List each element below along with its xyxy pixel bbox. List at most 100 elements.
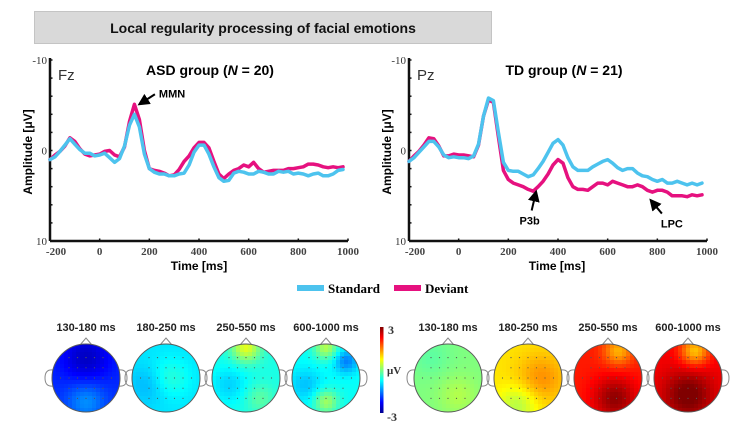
panel-title-asd: ASD group (N = 20): [146, 62, 274, 78]
topomap-title: 250-550 ms: [216, 322, 275, 334]
legend-item-standard: Standard: [297, 281, 381, 296]
electrode-dot: [590, 377, 592, 379]
electrode-dot: [68, 357, 70, 359]
electrode-dot: [678, 397, 681, 399]
electrode-dot: [173, 397, 176, 399]
electrode-label-pz: Pz: [417, 67, 435, 84]
x-tick-label: 200: [141, 246, 158, 258]
electrode-dot: [624, 377, 626, 379]
electrode-dot: [85, 397, 87, 399]
electrode-dot: [93, 387, 96, 389]
electrode-dot: [544, 377, 546, 379]
electrode-dot: [695, 357, 698, 359]
colorbar-min-label: -3: [387, 410, 397, 424]
electrode-dot: [316, 397, 319, 399]
y-axis-label: Amplitude [μV]: [21, 109, 35, 194]
electrode-dot: [342, 377, 344, 379]
electrode-dot: [236, 357, 239, 359]
topomap-td-4: 600-1000 ms: [646, 322, 730, 413]
nose-icon: [441, 337, 455, 346]
left-ear-icon: [284, 369, 294, 387]
electrode-dot: [695, 387, 698, 389]
y-tick-label: -10: [32, 55, 47, 67]
electrode-dot: [544, 367, 546, 369]
electrode-dot: [190, 377, 193, 379]
electrode-dot: [228, 367, 230, 369]
x-tick-label: 400: [550, 246, 567, 258]
figure-title-banner: Local regularity processing of facial em…: [34, 11, 492, 44]
x-tick-label: -200: [405, 246, 426, 258]
electrode-dot: [253, 367, 256, 369]
topomap-asd-2: 180-250 ms: [124, 322, 208, 413]
nose-icon: [319, 337, 333, 346]
electrode-dot: [581, 377, 584, 379]
electrode-dot: [430, 397, 432, 399]
electrode-dot: [518, 377, 521, 379]
y-tick-label: 0: [42, 146, 48, 158]
electrode-dot: [704, 377, 706, 379]
electrode-dot: [270, 377, 273, 379]
x-tick-label: -200: [46, 246, 67, 258]
electrode-dot: [704, 397, 706, 399]
electrode-dot: [68, 387, 70, 389]
nose-icon: [239, 337, 253, 346]
annotation-label-lpc: LPC: [661, 219, 683, 231]
annotation-label-p3b: P3b: [520, 216, 540, 228]
electrode-dot: [236, 387, 239, 389]
y-tick-label: -10: [391, 55, 406, 67]
electrode-dot: [527, 357, 529, 359]
right-ear-icon: [198, 369, 208, 387]
x-axis-label: Time [ms]: [171, 259, 227, 273]
x-tick-label: 400: [191, 246, 208, 258]
annotation-arrow: [649, 198, 663, 215]
electrode-dot: [455, 387, 458, 389]
electrode-dot: [68, 397, 70, 399]
electrode-dot: [624, 367, 626, 369]
topomap-title: 250-550 ms: [578, 322, 637, 334]
electrode-dot: [687, 387, 689, 389]
electrode-dot: [325, 397, 327, 399]
head-outline: [51, 343, 121, 413]
erp-panel-asd: ASD group (N = 20) Fz Amplitude [μV] Tim…: [21, 55, 360, 273]
electrode-dot: [598, 397, 601, 399]
electrode-dot: [607, 377, 609, 379]
x-axis-label: Time [ms]: [529, 259, 585, 273]
electrode-dot: [148, 397, 150, 399]
electrode-dot: [85, 367, 87, 369]
electrode-dot: [430, 367, 432, 369]
electrode-dot: [165, 387, 167, 389]
right-ear-icon: [118, 369, 128, 387]
electrode-dot: [678, 377, 681, 379]
electrode-dot: [590, 357, 592, 359]
electrode-dot: [165, 367, 167, 369]
electrode-dot: [165, 357, 167, 359]
electrode-dot: [598, 377, 601, 379]
erp-line-standard: [48, 112, 345, 184]
electrode-dot: [333, 397, 336, 399]
electrode-dot: [607, 387, 609, 389]
electrode-dot: [695, 397, 698, 399]
electrode-dot: [624, 387, 626, 389]
electrode-dot: [228, 357, 230, 359]
left-ear-icon: [124, 369, 134, 387]
electrode-dot: [308, 367, 310, 369]
electrode-dot: [236, 377, 239, 379]
electrode-dot: [76, 397, 79, 399]
right-ear-icon: [278, 369, 288, 387]
electrode-dot: [350, 377, 353, 379]
electrode-dot: [102, 367, 104, 369]
topomap-asd-3: 250-550 ms: [204, 322, 288, 413]
electrode-dot: [68, 367, 70, 369]
electrode-dot: [535, 357, 538, 359]
electrode-dot: [438, 397, 441, 399]
legend-swatch-standard: [297, 285, 324, 291]
topomap-asd-4: 600-1000 ms: [284, 322, 368, 413]
electrode-dot: [624, 397, 626, 399]
colorbar: 3 μV -3: [380, 323, 401, 424]
panel-title-td: TD group (N = 21): [505, 62, 622, 78]
electrode-dot: [678, 387, 681, 389]
electrode-dot: [430, 387, 432, 389]
electrode-dot: [253, 387, 256, 389]
electrode-dot: [670, 367, 672, 369]
electrode-dot: [262, 367, 264, 369]
